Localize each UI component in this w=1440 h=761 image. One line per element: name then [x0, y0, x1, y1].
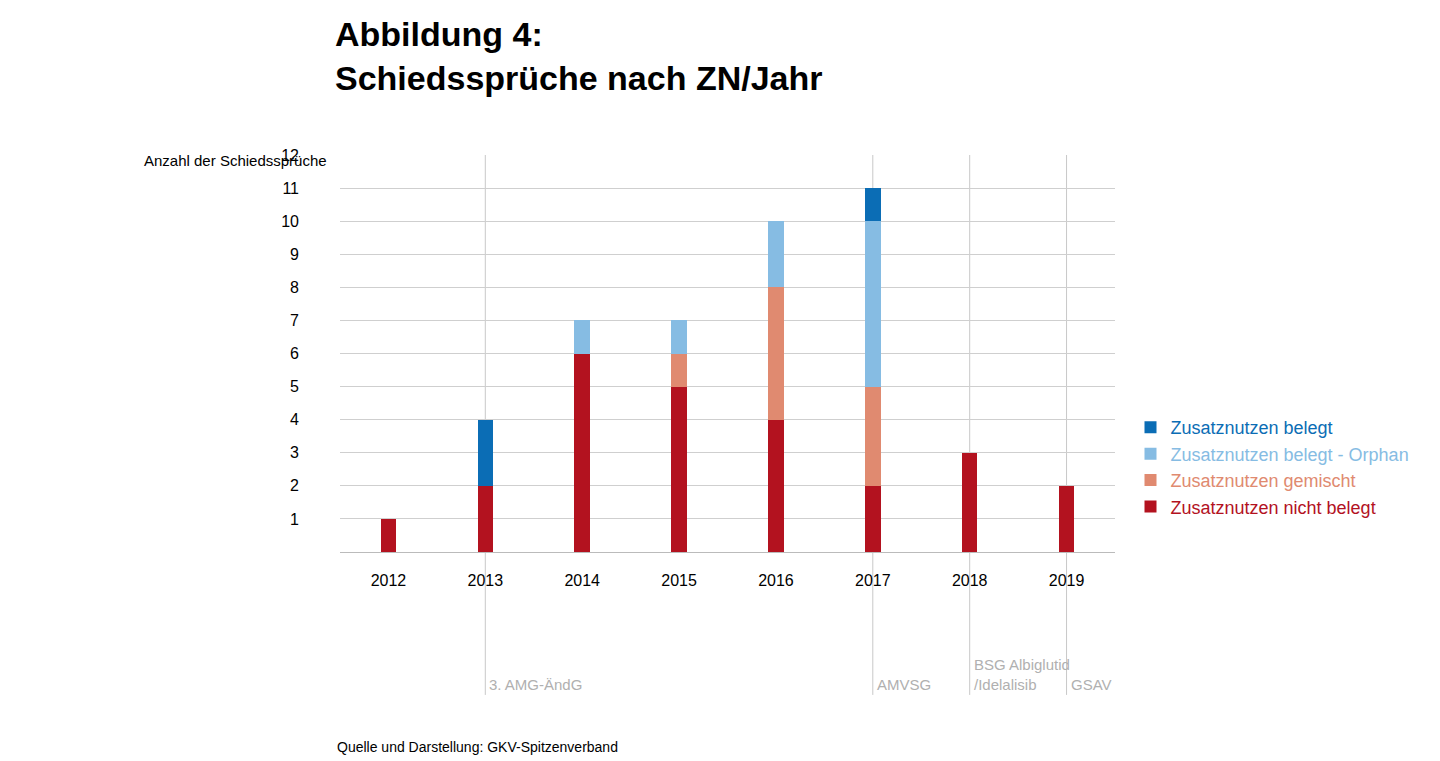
- svg-text:4: 4: [290, 411, 299, 428]
- svg-text:Zusatznutzen belegt: Zusatznutzen belegt: [1171, 418, 1333, 438]
- svg-text:10: 10: [281, 213, 299, 230]
- svg-text:6: 6: [290, 345, 299, 362]
- svg-text:AMVSG: AMVSG: [877, 676, 931, 693]
- svg-text:2018: 2018: [952, 572, 988, 589]
- svg-text:1: 1: [290, 511, 299, 528]
- svg-text:2014: 2014: [564, 572, 600, 589]
- svg-text:Zusatznutzen gemischt: Zusatznutzen gemischt: [1171, 471, 1356, 491]
- svg-text:11: 11: [282, 180, 299, 197]
- svg-text:8: 8: [290, 279, 299, 296]
- svg-text:12: 12: [281, 147, 299, 164]
- svg-text:Quelle und Darstellung: GKV-Sp: Quelle und Darstellung: GKV-Spitzenverba…: [337, 739, 618, 755]
- svg-text:2013: 2013: [468, 572, 504, 589]
- svg-text:3: 3: [290, 444, 299, 461]
- svg-text:9: 9: [290, 246, 299, 263]
- svg-text:2012: 2012: [371, 572, 407, 589]
- svg-text:2019: 2019: [1049, 572, 1085, 589]
- svg-text:BSG Albiglutid/Idelalisib: BSG Albiglutid/Idelalisib: [974, 656, 1070, 693]
- svg-text:Zusatznutzen nicht belegt: Zusatznutzen nicht belegt: [1171, 498, 1376, 518]
- svg-text:GSAV: GSAV: [1071, 676, 1112, 693]
- svg-text:Abbildung 4:Schiedssprüche nac: Abbildung 4:Schiedssprüche nach ZN/Jahr: [335, 15, 823, 97]
- svg-text:2: 2: [290, 477, 299, 494]
- svg-text:2015: 2015: [661, 572, 697, 589]
- svg-text:7: 7: [290, 312, 299, 329]
- svg-text:5: 5: [290, 378, 299, 395]
- svg-text:Anzahl der Schiedssprüche: Anzahl der Schiedssprüche: [144, 152, 327, 169]
- svg-text:2017: 2017: [855, 572, 891, 589]
- svg-text:3. AMG-ÄndG: 3. AMG-ÄndG: [489, 676, 582, 693]
- svg-text:2016: 2016: [758, 572, 794, 589]
- svg-text:Zusatznutzen belegt - Orphan: Zusatznutzen belegt - Orphan: [1171, 445, 1409, 465]
